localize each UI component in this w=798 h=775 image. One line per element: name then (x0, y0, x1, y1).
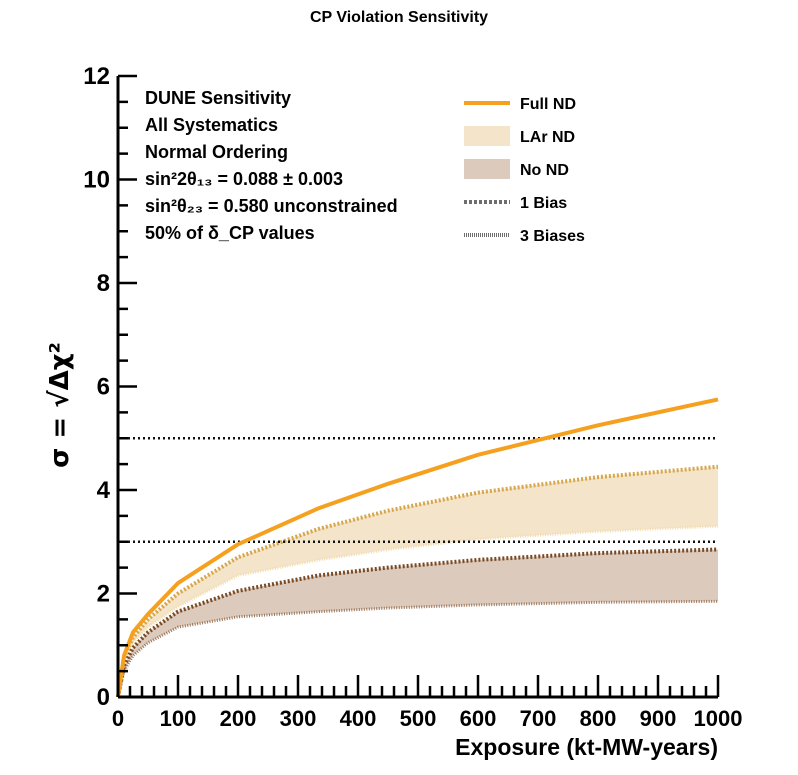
info-line: DUNE Sensitivity (145, 88, 291, 108)
band-upper-lar-nd (116, 464, 719, 698)
y-tick-label: 10 (83, 167, 110, 194)
x-tick-label: 300 (280, 706, 317, 731)
info-line: Normal Ordering (145, 142, 288, 162)
axes: 0 100 200 300 400 500 600 700 800 900 1000 0 2 4 6 8 10 1… (83, 63, 742, 731)
x-tick-label: 1000 (694, 706, 743, 731)
legend-label: Full ND (520, 96, 576, 113)
x-tick-label: 600 (460, 706, 497, 731)
info-line: All Systematics (145, 115, 278, 135)
x-tick-label: 800 (580, 706, 617, 731)
y-tick-label: 12 (83, 63, 110, 90)
legend-label: 1 Bias (520, 195, 567, 212)
y-tick-label: 6 (97, 374, 110, 401)
x-tick-label: 200 (220, 706, 257, 731)
legend-item-lar-nd: LAr ND (464, 126, 575, 146)
legend-swatch (464, 126, 510, 146)
x-axis-label: Exposure (kt-MW-years) (455, 734, 718, 760)
band-lar-nd (118, 466, 718, 697)
y-tick-label: 8 (97, 270, 110, 297)
series-line-full-nd (116, 397, 719, 698)
legend-item-1-bias: 1 Bias (464, 195, 567, 212)
info-line: sin²2θ₁₃ = 0.088 ± 0.003 (145, 169, 343, 189)
legend: Full ND LAr ND No ND 1 Bias 3 Biases (464, 96, 585, 245)
x-tick-label: 500 (400, 706, 437, 731)
y-tick-label: 2 (97, 581, 110, 608)
band-lower-lar-nd (116, 524, 719, 698)
x-tick-label: 100 (160, 706, 197, 731)
y-axis-label: σ = √Δχ² (45, 342, 75, 468)
y-tick-label: 4 (97, 477, 111, 504)
x-tick-label: 0 (112, 706, 124, 731)
legend-item-no-nd: No ND (464, 159, 569, 179)
legend-label: LAr ND (520, 129, 575, 146)
legend-label: 3 Biases (520, 228, 585, 245)
x-tick-label: 400 (340, 706, 377, 731)
info-text-block: DUNE Sensitivity All Systematics Normal Or… (145, 88, 398, 243)
plot-area (116, 397, 719, 698)
info-line: sin²θ₂₃ = 0.580 unconstrained (145, 196, 398, 216)
y-axis-label-group: σ = √Δχ² (45, 342, 75, 468)
x-tick-label: 700 (520, 706, 557, 731)
info-line: 50% of δ_CP values (145, 223, 315, 243)
band-no-nd (118, 549, 718, 697)
legend-swatch (464, 159, 510, 179)
y-tick-label: 0 (97, 684, 110, 711)
chart-title: CP Violation Sensitivity (310, 9, 488, 26)
legend-item-3-biases: 3 Biases (464, 228, 585, 245)
band-upper-no-nd (116, 547, 719, 698)
legend-item-full-nd: Full ND (464, 96, 576, 113)
x-tick-label: 900 (640, 706, 677, 731)
legend-label: No ND (520, 162, 569, 179)
